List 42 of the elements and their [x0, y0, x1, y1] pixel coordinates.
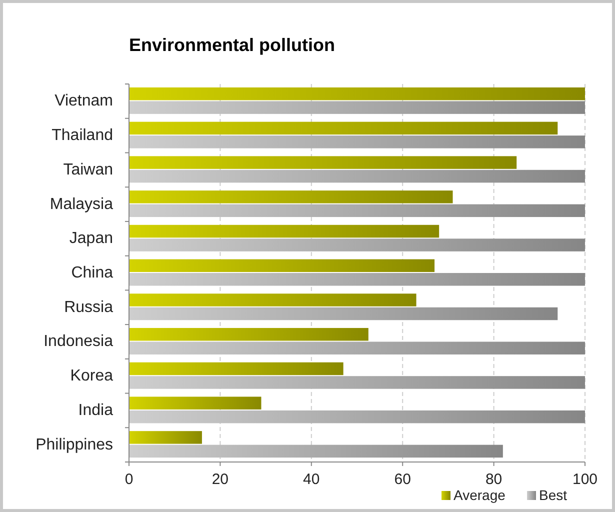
x-tick-label: 100 [572, 471, 598, 488]
y-tick-label: Korea [70, 368, 114, 385]
bar [129, 190, 453, 204]
x-tick-label: 0 [124, 471, 134, 488]
bar [129, 224, 440, 238]
y-tick-label: Thailand [52, 127, 113, 144]
bar [129, 87, 585, 100]
y-tick-label: Indonesia [44, 333, 114, 350]
bar [129, 294, 416, 306]
x-tick-label: 60 [394, 471, 411, 488]
y-tick-label: Russia [64, 298, 114, 316]
y-tick-label: Taiwan [63, 161, 113, 178]
bar [129, 376, 585, 389]
bar [129, 328, 368, 341]
bar [129, 342, 585, 354]
bar [129, 362, 344, 376]
legend-label: Average [454, 487, 506, 503]
bar [129, 273, 585, 286]
bar [129, 238, 585, 252]
bar [129, 136, 585, 148]
bar [129, 170, 585, 183]
y-tick-label: Malaysia [50, 196, 114, 213]
bar [129, 122, 558, 135]
x-tick-label: 40 [303, 471, 320, 488]
bar [129, 307, 558, 320]
bar [129, 101, 585, 114]
y-tick-label: India [78, 402, 114, 419]
y-tick-label: Philippines [36, 436, 113, 454]
legend-label: Best [539, 487, 568, 503]
y-tick-label: Vietnam [54, 92, 113, 110]
bar [129, 204, 585, 218]
bar [129, 410, 585, 424]
y-tick-label: Japan [69, 230, 113, 248]
bar [129, 156, 517, 169]
x-tick-label: 80 [485, 471, 502, 488]
bar [129, 396, 262, 410]
chart-title: Environmental pollution [129, 35, 335, 55]
bar [129, 431, 202, 444]
bar [129, 259, 435, 272]
bar [129, 444, 503, 458]
x-tick-label: 20 [212, 471, 229, 488]
y-tick-label: China [71, 264, 114, 282]
